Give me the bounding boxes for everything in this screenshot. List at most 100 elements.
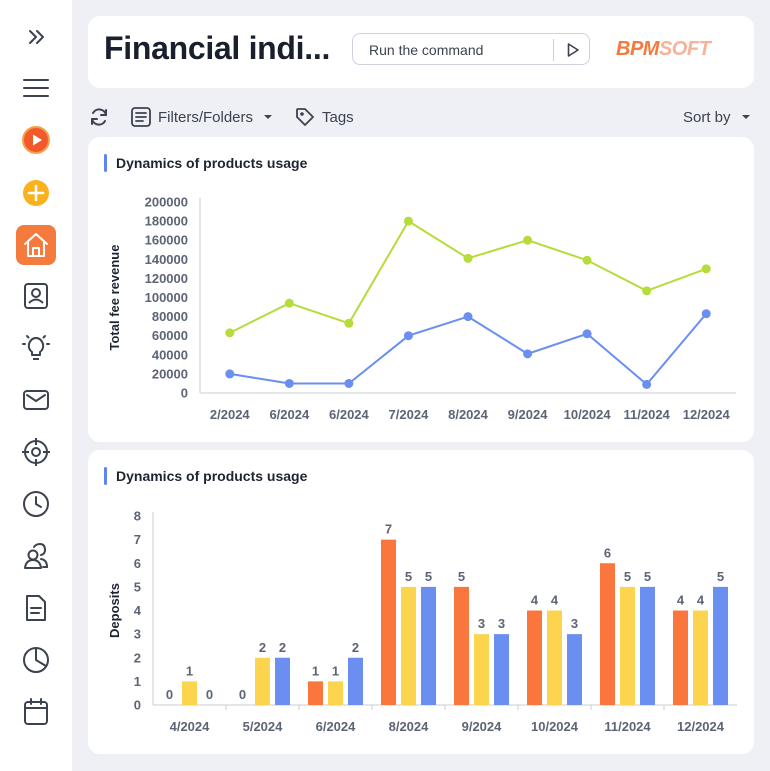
line-chart-title: Dynamics of products usage [116, 155, 308, 171]
home-icon[interactable] [16, 225, 56, 265]
x-tick-label: 12/2024 [683, 407, 731, 422]
sort-by-dropdown[interactable]: Sort by [683, 102, 751, 132]
y-tick-label: 4 [134, 603, 142, 618]
bar-value-label: 5 [458, 569, 465, 584]
play-icon[interactable] [18, 122, 54, 158]
bar-value-label: 4 [531, 593, 539, 608]
x-tick-label: 11/2024 [624, 407, 671, 422]
card-accent-bar [104, 467, 107, 485]
y-tick-label: 60000 [152, 328, 188, 343]
bar-value-label: 4 [697, 593, 705, 608]
bar-value-label: 2 [352, 640, 359, 655]
data-point [701, 309, 711, 319]
bar-value-label: 5 [644, 569, 651, 584]
bar-value-label: 5 [425, 569, 432, 584]
bar-value-label: 1 [312, 663, 319, 678]
data-point [403, 216, 413, 226]
tags-button[interactable]: Tags [294, 102, 354, 132]
data-point [523, 235, 533, 245]
bar [693, 610, 708, 705]
page-header: Financial indi... Run the command BPMSOF… [88, 16, 754, 88]
y-tick-label: 8 [134, 509, 141, 524]
command-input[interactable]: Run the command [352, 33, 590, 65]
sidebar [0, 0, 72, 771]
data-point [701, 264, 711, 274]
x-tick-label: 12/2024 [677, 719, 725, 734]
x-tick-label: 6/2024 [316, 719, 357, 734]
data-point [225, 369, 235, 379]
sort-by-label: Sort by [683, 108, 731, 126]
caret-down-icon [741, 115, 750, 119]
chevrons-right-icon[interactable] [18, 19, 54, 55]
pie-chart-icon[interactable] [18, 642, 54, 678]
bar [381, 539, 396, 705]
bar [673, 610, 688, 705]
contact-icon[interactable] [18, 278, 54, 314]
bar-value-label: 2 [259, 640, 266, 655]
x-tick-label: 6/2024 [329, 407, 370, 422]
page-title: Financial indi... [104, 30, 331, 66]
x-tick-label: 10/2024 [531, 719, 579, 734]
clock-icon[interactable] [18, 486, 54, 522]
logo-part1: BPM [616, 38, 659, 60]
y-axis-title: Deposits [107, 583, 122, 638]
filters-folders-dropdown[interactable]: Filters/Folders [130, 102, 273, 132]
bar [328, 681, 343, 705]
x-tick-label: 8/2024 [389, 719, 430, 734]
bar-value-label: 3 [571, 616, 578, 631]
bar [474, 634, 489, 705]
y-tick-label: 100000 [145, 290, 188, 305]
bar [494, 634, 509, 705]
bar-value-label: 5 [405, 569, 412, 584]
bar [713, 586, 728, 705]
document-icon[interactable] [18, 590, 54, 626]
y-tick-label: 0 [181, 386, 188, 401]
x-tick-label: 7/2024 [389, 407, 430, 422]
bar [640, 586, 655, 705]
bar [600, 563, 615, 705]
y-tick-label: 6 [134, 556, 141, 571]
x-tick-label: 9/2024 [508, 407, 549, 422]
bar-value-label: 3 [478, 616, 485, 631]
bar-value-label: 6 [604, 545, 611, 560]
users-icon[interactable] [18, 538, 54, 574]
bar-value-label: 0 [166, 687, 173, 702]
data-point [344, 318, 354, 328]
brand-logo: BPMSOFT [616, 38, 711, 61]
y-tick-label: 2 [134, 650, 141, 665]
data-point [582, 329, 592, 339]
bar [348, 657, 363, 705]
y-axis-title: Total fee revenue [107, 245, 122, 351]
toolbar: Filters/Folders Tags Sort by [88, 102, 754, 132]
play-outline-icon [567, 43, 579, 57]
bar [527, 610, 542, 705]
bar-value-label: 0 [206, 687, 213, 702]
bar-value-label: 3 [498, 616, 505, 631]
data-point [284, 378, 294, 388]
bar-value-label: 1 [332, 663, 339, 678]
data-point [463, 312, 473, 322]
target-icon[interactable] [18, 434, 54, 470]
data-point [225, 328, 235, 338]
x-tick-label: 4/2024 [170, 719, 211, 734]
lightbulb-icon[interactable] [18, 330, 54, 366]
menu-icon[interactable] [18, 70, 54, 106]
bar-value-label: 2 [279, 640, 286, 655]
data-point [403, 331, 413, 341]
bar-chart-card: Dynamics of products usage 0 1 2 3 4 5 6 7 8 4/20… [88, 450, 754, 754]
y-tick-label: 160000 [145, 233, 188, 248]
y-tick-label: 20000 [152, 366, 188, 381]
mail-icon[interactable] [18, 382, 54, 418]
filters-folders-label: Filters/Folders [158, 108, 254, 126]
tag-icon [296, 108, 314, 126]
bar [454, 586, 469, 705]
run-command-button[interactable] [559, 38, 587, 62]
tags-label: Tags [322, 108, 354, 126]
y-tick-label: 120000 [145, 271, 188, 286]
calendar-icon[interactable] [18, 694, 54, 730]
refresh-button[interactable] [88, 102, 110, 132]
bar-value-label: 7 [385, 522, 392, 537]
x-tick-label: 11/2024 [604, 719, 651, 734]
add-icon[interactable] [18, 175, 54, 211]
